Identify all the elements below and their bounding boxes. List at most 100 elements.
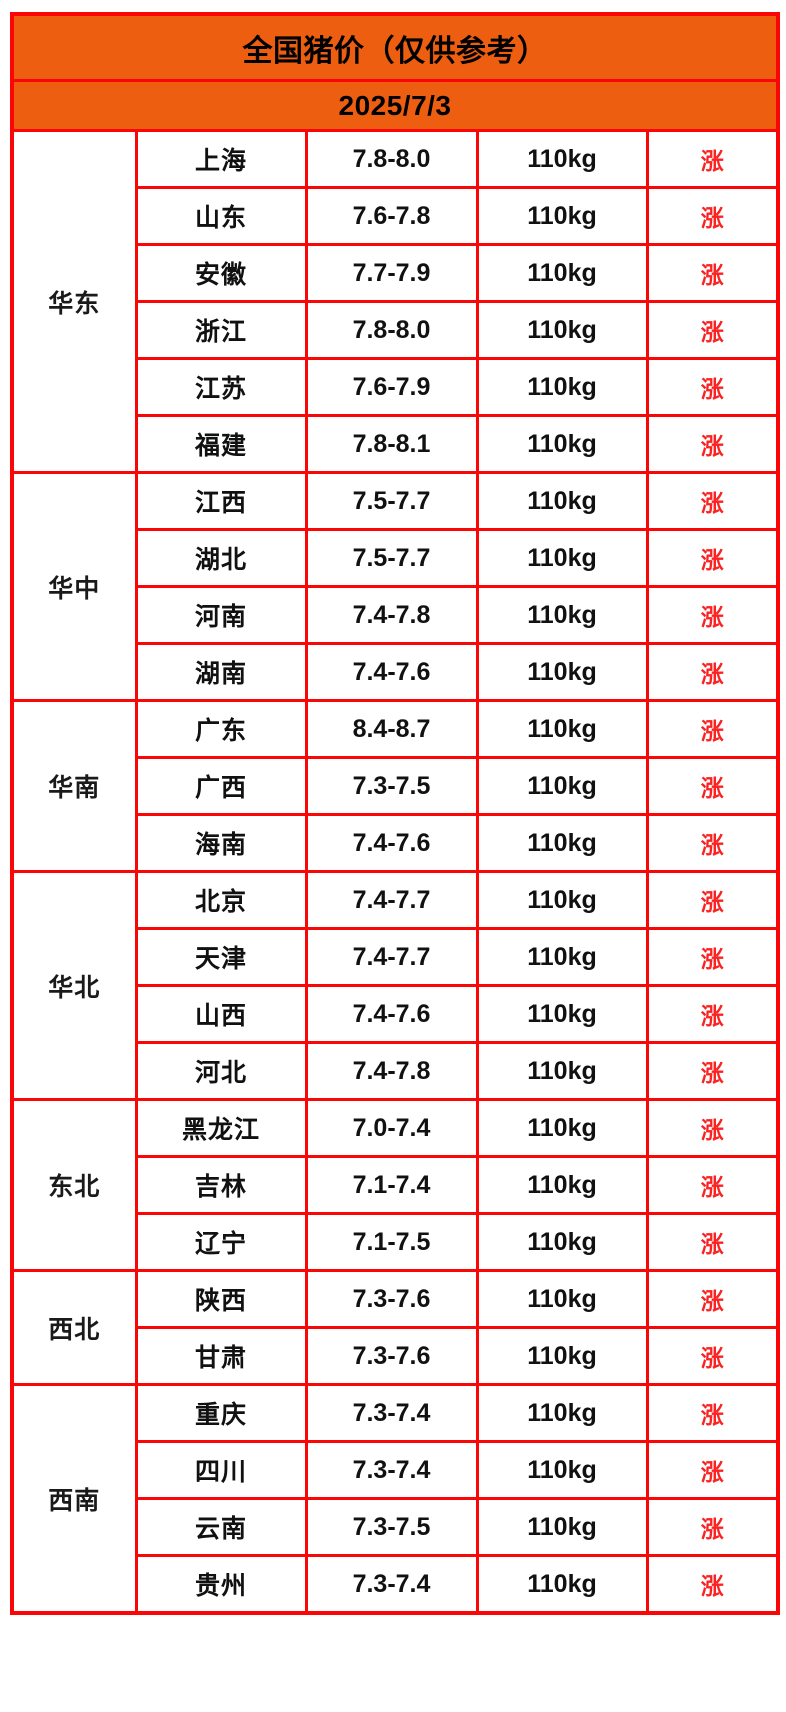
- price-range: 7.8-8.1: [304, 414, 479, 474]
- region-label: 西北: [10, 1269, 138, 1386]
- province-name: 天津: [134, 927, 308, 987]
- region-label: 西南: [10, 1383, 138, 1615]
- table-row: 广西 7.3-7.5 110kg 涨: [12, 756, 780, 816]
- province-name: 吉林: [134, 1155, 308, 1215]
- price-range: 7.8-8.0: [304, 129, 479, 189]
- price-range: 7.6-7.8: [304, 186, 479, 246]
- province-name: 云南: [134, 1497, 308, 1557]
- price-range: 7.5-7.7: [304, 528, 479, 588]
- province-name: 江西: [134, 471, 308, 531]
- region-label: 华中: [10, 471, 138, 702]
- price-range: 7.3-7.6: [304, 1269, 479, 1329]
- region-label: 华北: [10, 870, 138, 1101]
- trend-badge: 涨: [645, 756, 780, 816]
- trend-badge: 涨: [645, 927, 780, 987]
- weight-spec: 110kg: [475, 756, 649, 816]
- trend-badge: 涨: [645, 1440, 780, 1500]
- weight-spec: 110kg: [475, 1440, 649, 1500]
- table-row: 华东 上海 7.8-8.0 110kg 涨: [10, 129, 780, 474]
- page-title: 全国猪价（仅供参考）: [10, 12, 780, 82]
- table-row: 福建 7.8-8.1 110kg 涨: [12, 414, 780, 474]
- price-range: 7.4-7.6: [304, 984, 479, 1044]
- weight-spec: 110kg: [475, 1497, 649, 1557]
- province-name: 安徽: [134, 243, 308, 303]
- price-range: 7.4-7.7: [304, 927, 479, 987]
- price-range: 7.1-7.4: [304, 1155, 479, 1215]
- trend-badge: 涨: [645, 699, 780, 759]
- table-row: 山西 7.4-7.6 110kg 涨: [12, 984, 780, 1044]
- province-name: 福建: [134, 414, 308, 474]
- trend-badge: 涨: [645, 1554, 780, 1615]
- title-row: 全国猪价（仅供参考）: [10, 12, 780, 82]
- weight-spec: 110kg: [475, 1041, 649, 1101]
- province-name: 贵州: [134, 1554, 308, 1615]
- weight-spec: 110kg: [475, 129, 649, 189]
- price-range: 7.0-7.4: [304, 1098, 479, 1158]
- price-range: 7.5-7.7: [304, 471, 479, 531]
- weight-spec: 110kg: [475, 414, 649, 474]
- weight-spec: 110kg: [475, 1383, 649, 1443]
- trend-badge: 涨: [645, 813, 780, 873]
- trend-badge: 涨: [645, 243, 780, 303]
- region-label: 华南: [10, 699, 138, 873]
- weight-spec: 110kg: [475, 300, 649, 360]
- table-row: 安徽 7.7-7.9 110kg 涨: [12, 243, 780, 303]
- price-range: 8.4-8.7: [304, 699, 479, 759]
- trend-badge: 涨: [645, 1155, 780, 1215]
- price-range: 7.4-7.8: [304, 585, 479, 645]
- price-range: 7.7-7.9: [304, 243, 479, 303]
- trend-badge: 涨: [645, 870, 780, 930]
- trend-badge: 涨: [645, 984, 780, 1044]
- price-range: 7.3-7.6: [304, 1326, 479, 1386]
- trend-badge: 涨: [645, 471, 780, 531]
- table-row: 湖南 7.4-7.6 110kg 涨: [12, 642, 780, 702]
- table-row: 甘肃 7.3-7.6 110kg 涨: [12, 1326, 780, 1386]
- price-range: 7.3-7.4: [304, 1383, 479, 1443]
- trend-badge: 涨: [645, 357, 780, 417]
- weight-spec: 110kg: [475, 1212, 649, 1272]
- trend-badge: 涨: [645, 1212, 780, 1272]
- price-range: 7.1-7.5: [304, 1212, 479, 1272]
- province-name: 上海: [134, 129, 308, 189]
- province-name: 浙江: [134, 300, 308, 360]
- trend-badge: 涨: [645, 129, 780, 189]
- weight-spec: 110kg: [475, 243, 649, 303]
- province-name: 河南: [134, 585, 308, 645]
- table-row: 云南 7.3-7.5 110kg 涨: [12, 1497, 780, 1557]
- weight-spec: 110kg: [475, 471, 649, 531]
- table-row: 西南 重庆 7.3-7.4 110kg 涨: [10, 1383, 780, 1615]
- province-name: 海南: [134, 813, 308, 873]
- region-label: 华东: [10, 129, 138, 474]
- province-name: 湖北: [134, 528, 308, 588]
- trend-badge: 涨: [645, 1326, 780, 1386]
- weight-spec: 110kg: [475, 357, 649, 417]
- weight-spec: 110kg: [475, 642, 649, 702]
- weight-spec: 110kg: [475, 984, 649, 1044]
- province-name: 北京: [134, 870, 308, 930]
- table-row: 浙江 7.8-8.0 110kg 涨: [12, 300, 780, 360]
- table-row: 西北 陕西 7.3-7.6 110kg 涨: [10, 1269, 780, 1386]
- table-row: 河南 7.4-7.8 110kg 涨: [12, 585, 780, 645]
- province-name: 山西: [134, 984, 308, 1044]
- price-range: 7.4-7.6: [304, 642, 479, 702]
- price-range: 7.3-7.5: [304, 756, 479, 816]
- price-range: 7.4-7.6: [304, 813, 479, 873]
- table-row: 海南 7.4-7.6 110kg 涨: [12, 813, 780, 873]
- trend-badge: 涨: [645, 1269, 780, 1329]
- trend-badge: 涨: [645, 1497, 780, 1557]
- province-name: 湖南: [134, 642, 308, 702]
- price-range: 7.6-7.9: [304, 357, 479, 417]
- table-row: 华南 广东 8.4-8.7 110kg 涨: [10, 699, 780, 873]
- table-row: 贵州 7.3-7.4 110kg 涨: [12, 1554, 780, 1615]
- price-range: 7.8-8.0: [304, 300, 479, 360]
- table-row: 华北 北京 7.4-7.7 110kg 涨: [10, 870, 780, 1101]
- price-range: 7.3-7.5: [304, 1497, 479, 1557]
- trend-badge: 涨: [645, 414, 780, 474]
- province-name: 广西: [134, 756, 308, 816]
- table-row: 辽宁 7.1-7.5 110kg 涨: [12, 1212, 780, 1272]
- weight-spec: 110kg: [475, 699, 649, 759]
- trend-badge: 涨: [645, 1098, 780, 1158]
- weight-spec: 110kg: [475, 528, 649, 588]
- region-label: 东北: [10, 1098, 138, 1272]
- weight-spec: 110kg: [475, 1269, 649, 1329]
